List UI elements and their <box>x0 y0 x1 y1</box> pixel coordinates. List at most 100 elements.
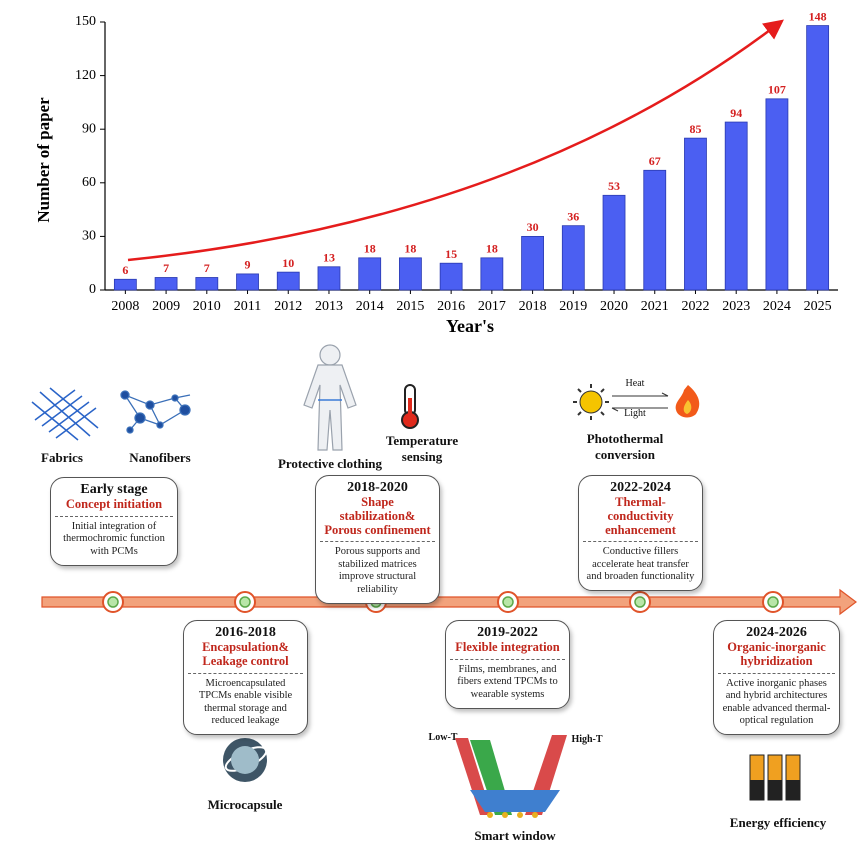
separator <box>583 541 698 543</box>
bar <box>602 194 626 291</box>
thermometer-icon <box>401 384 419 429</box>
value-label: 10 <box>282 256 294 270</box>
chart: Number of paper Year's 0 30 60 90 120 150 2008… <box>34 9 838 336</box>
x-tick-label: 2011 <box>234 299 261 314</box>
stage-period: 2016-2018 <box>215 625 276 640</box>
icon-label: Heat <box>625 378 645 389</box>
value-label: 18 <box>486 242 498 256</box>
x-tick-label: 2014 <box>356 299 384 314</box>
y-tick-label: 90 <box>82 121 96 136</box>
x-tick-label: 2017 <box>478 299 506 314</box>
bar <box>521 235 544 291</box>
stage-card: 2018-2020 Shape stabilization& Porous con… <box>315 475 440 604</box>
x-tick-label: 2013 <box>315 299 343 314</box>
bar <box>195 277 219 291</box>
bar <box>276 271 300 291</box>
stage-description: Conductive fillers accelerate heat trans… <box>586 546 695 583</box>
separator <box>55 515 173 517</box>
value-label: 85 <box>689 122 701 136</box>
timeline-arrow <box>41 588 857 616</box>
y-tick-label: 150 <box>75 14 96 29</box>
y-tick-label: 30 <box>82 229 96 244</box>
stage-description: Films, membranes, and fibers extend TPCM… <box>457 663 558 700</box>
stage-period: 2022-2024 <box>610 480 671 495</box>
x-tick-label: 2016 <box>437 299 465 314</box>
x-tick-label: 2023 <box>722 299 750 314</box>
stage-period: 2024-2026 <box>746 625 807 640</box>
separator <box>718 672 835 674</box>
stage-card: 2016-2018 Encapsulation& Leakage control M… <box>183 620 308 735</box>
x-tick-label: 2012 <box>274 299 302 314</box>
x-tick-label: 2010 <box>193 299 221 314</box>
separator <box>450 658 565 660</box>
value-label: 7 <box>204 261 210 275</box>
x-tick-label: 2019 <box>559 299 587 314</box>
value-label: 7 <box>163 261 169 275</box>
value-label: 148 <box>809 9 827 23</box>
clothing-icon <box>303 344 357 451</box>
nanofibers-icon <box>120 390 191 434</box>
bar <box>439 262 463 291</box>
bar <box>154 277 178 291</box>
bar <box>399 257 422 291</box>
y-axis-title: Number of paper <box>34 97 53 223</box>
stage-card: 2022-2024 Thermal-conductivity enhancemen… <box>578 475 703 592</box>
stage-description: Porous supports and stabilized matrices … <box>334 546 421 596</box>
bar <box>317 266 341 291</box>
bar <box>684 137 707 291</box>
bar <box>561 225 585 291</box>
value-label: 67 <box>649 154 661 168</box>
icon-label: Energy efficiency <box>729 815 827 830</box>
value-label: 18 <box>364 242 376 256</box>
stage-topic: Concept initiation <box>65 497 163 511</box>
x-axis-title: Year's <box>446 316 494 336</box>
stage-card: 2019-2022 Flexible integration Films, memb… <box>445 620 570 709</box>
stage-description: Microencapsulated TPCMs enable visible t… <box>198 677 293 727</box>
stage-description: Active inorganic phases and hybrid archi… <box>722 677 831 727</box>
separator <box>188 672 303 674</box>
bar <box>113 278 137 291</box>
icon-label: Low-T <box>428 732 458 743</box>
bar <box>806 25 830 291</box>
x-tick-label: 2025 <box>804 299 832 314</box>
stage-topic: Flexible integration <box>455 640 560 654</box>
stage-topic: Shape stabilization& Porous confinement <box>324 495 431 537</box>
icon-label: Nanofibers <box>129 450 191 465</box>
icon-label: Fabrics <box>41 450 83 465</box>
y-tick-label: 120 <box>75 68 96 83</box>
stage-card: Early stage Concept initiation Initial int… <box>50 477 178 566</box>
icon-label: Temperature sensing <box>385 433 459 464</box>
x-tick-label: 2009 <box>152 299 180 314</box>
value-label: 107 <box>768 83 786 97</box>
value-label: 9 <box>245 258 251 272</box>
y-tick-label: 60 <box>82 175 96 190</box>
stage-topic: Thermal-conductivity enhancement <box>605 495 676 537</box>
bar <box>724 121 748 291</box>
bar <box>643 169 667 291</box>
x-tick-label: 2024 <box>763 299 791 314</box>
fabrics-icon <box>31 387 99 441</box>
stage-description: Initial integration of thermochromic fun… <box>63 520 165 557</box>
battery-icon <box>749 754 801 801</box>
icon-label: Protective clothing <box>277 456 383 471</box>
value-label: 15 <box>445 247 457 261</box>
stage-period: 2018-2020 <box>347 480 408 495</box>
bar <box>358 257 382 291</box>
icon-label: Photothermal conversion <box>586 431 664 462</box>
value-label: 13 <box>323 251 335 265</box>
stage-card: 2024-2026 Organic-inorganic hybridization… <box>713 620 840 735</box>
bar <box>480 257 504 291</box>
bar <box>765 98 789 291</box>
icon-label: High-T <box>571 734 603 745</box>
x-tick-label: 2008 <box>111 299 139 314</box>
icon-label: Smart window <box>474 828 556 843</box>
icon-label: Microcapsule <box>207 797 283 812</box>
value-label: 53 <box>608 179 620 193</box>
stage-topic: Organic-inorganic hybridization <box>727 640 826 668</box>
timeline-nodes <box>102 591 784 613</box>
microcapsule-icon <box>223 738 268 782</box>
x-tick-label: 2015 <box>396 299 424 314</box>
x-tick-label: 2022 <box>681 299 709 314</box>
stage-period: Early stage <box>80 482 148 497</box>
